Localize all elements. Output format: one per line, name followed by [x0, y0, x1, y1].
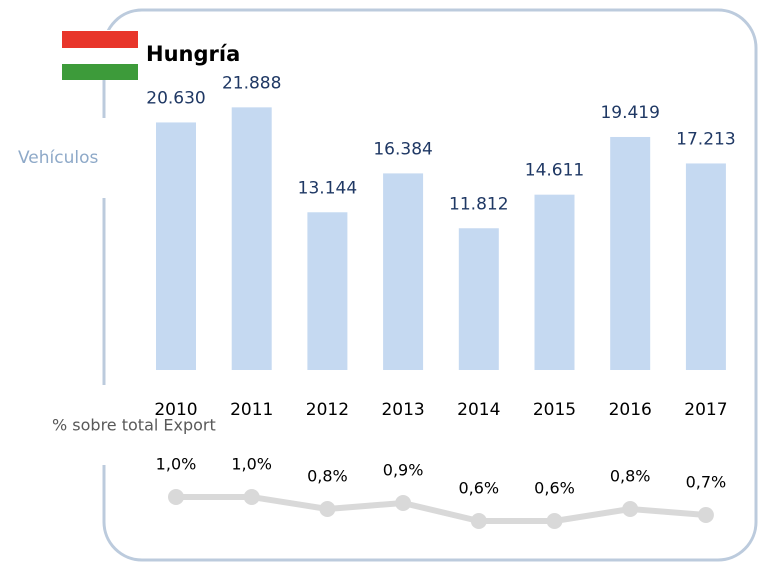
value-label: 0,8% — [610, 467, 651, 486]
value-label: 1,0% — [156, 455, 197, 474]
value-label: 11.812 — [449, 194, 508, 214]
bar — [534, 194, 575, 370]
value-label: 19.419 — [600, 103, 659, 123]
x-tick-label: 2012 — [306, 400, 349, 420]
line — [176, 494, 707, 524]
value-label: 17.213 — [676, 129, 735, 149]
bar — [458, 228, 499, 370]
point — [622, 501, 639, 517]
x-tick-label: 2015 — [533, 400, 576, 420]
label-gap — [80, 385, 140, 465]
point — [546, 513, 563, 529]
value-label: 1,0% — [231, 455, 272, 474]
value-label: 0,8% — [307, 467, 348, 486]
line-title: % sobre total Export — [52, 416, 216, 435]
flag-green — [62, 64, 138, 80]
x-tick-label: 2016 — [609, 400, 652, 420]
point — [243, 489, 260, 505]
point — [395, 495, 412, 511]
bar — [156, 122, 196, 370]
flag-red — [62, 31, 138, 48]
x-tick-label: 2017 — [684, 400, 727, 420]
chart-title: Hungría — [146, 42, 240, 66]
value-label: 21.888 — [222, 73, 281, 93]
point — [319, 501, 336, 517]
flag-white — [62, 48, 138, 64]
value-label: 16.384 — [373, 139, 432, 159]
value-label: 0,6% — [534, 479, 575, 498]
label-gap — [80, 118, 140, 198]
value-label: 0,9% — [383, 461, 424, 480]
value-label: 0,6% — [458, 479, 499, 498]
x-tick-label: 2013 — [381, 400, 424, 420]
point — [697, 507, 714, 523]
point — [168, 489, 184, 505]
x-tick-label: 2011 — [230, 400, 273, 420]
value-label: 0,7% — [686, 473, 727, 492]
value-label: 14.611 — [525, 161, 584, 181]
bar — [685, 163, 726, 370]
bar — [231, 107, 272, 371]
bar — [307, 212, 348, 370]
bar — [383, 173, 424, 370]
x-tick-label: 2014 — [457, 400, 500, 420]
y-axis-label: Vehículos — [18, 148, 99, 168]
value-label: 20.630 — [146, 88, 205, 108]
point — [470, 513, 487, 529]
bar — [610, 136, 651, 370]
x-tick-label: 2010 — [154, 400, 197, 420]
value-label: 13.144 — [298, 178, 357, 198]
